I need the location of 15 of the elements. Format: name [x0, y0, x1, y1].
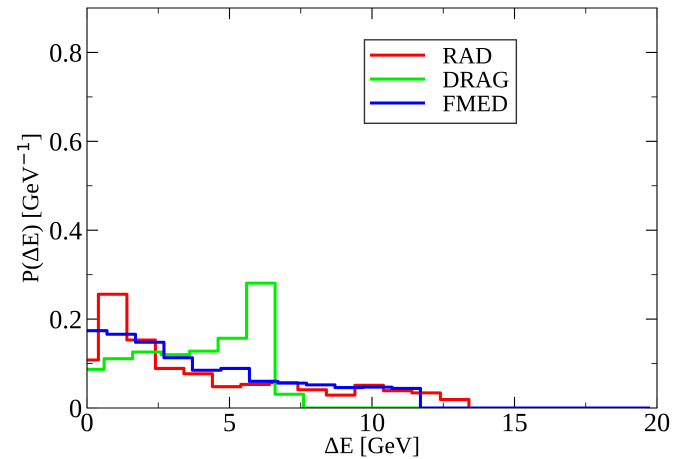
x-tick-label: 20 — [644, 414, 670, 432]
y-tick-label: 0.6 — [50, 132, 82, 151]
legend-label: RAD — [443, 48, 492, 64]
y-axis-title: P(ΔE) [GeV$^{−1}$] — [17, 134, 44, 282]
legend-label: FMED — [443, 96, 508, 112]
y-tick-label: 0.4 — [50, 222, 82, 240]
x-tick-label: 15 — [504, 414, 527, 432]
y-tick-label: 0.2 — [50, 310, 81, 329]
x-tick-label: 5 — [224, 414, 236, 432]
y-tick-label: 0.8 — [50, 44, 82, 62]
y-tick-label: 0 — [70, 400, 82, 418]
x-tick-label: 10 — [361, 414, 384, 432]
x-tick-label: 0 — [81, 414, 93, 432]
legend-label: DRAG — [443, 72, 509, 88]
x-axis-title: ΔE [GeV] — [324, 436, 418, 456]
